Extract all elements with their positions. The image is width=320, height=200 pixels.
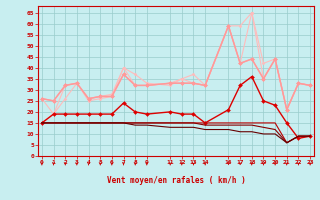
X-axis label: Vent moyen/en rafales ( km/h ): Vent moyen/en rafales ( km/h ) (107, 176, 245, 185)
